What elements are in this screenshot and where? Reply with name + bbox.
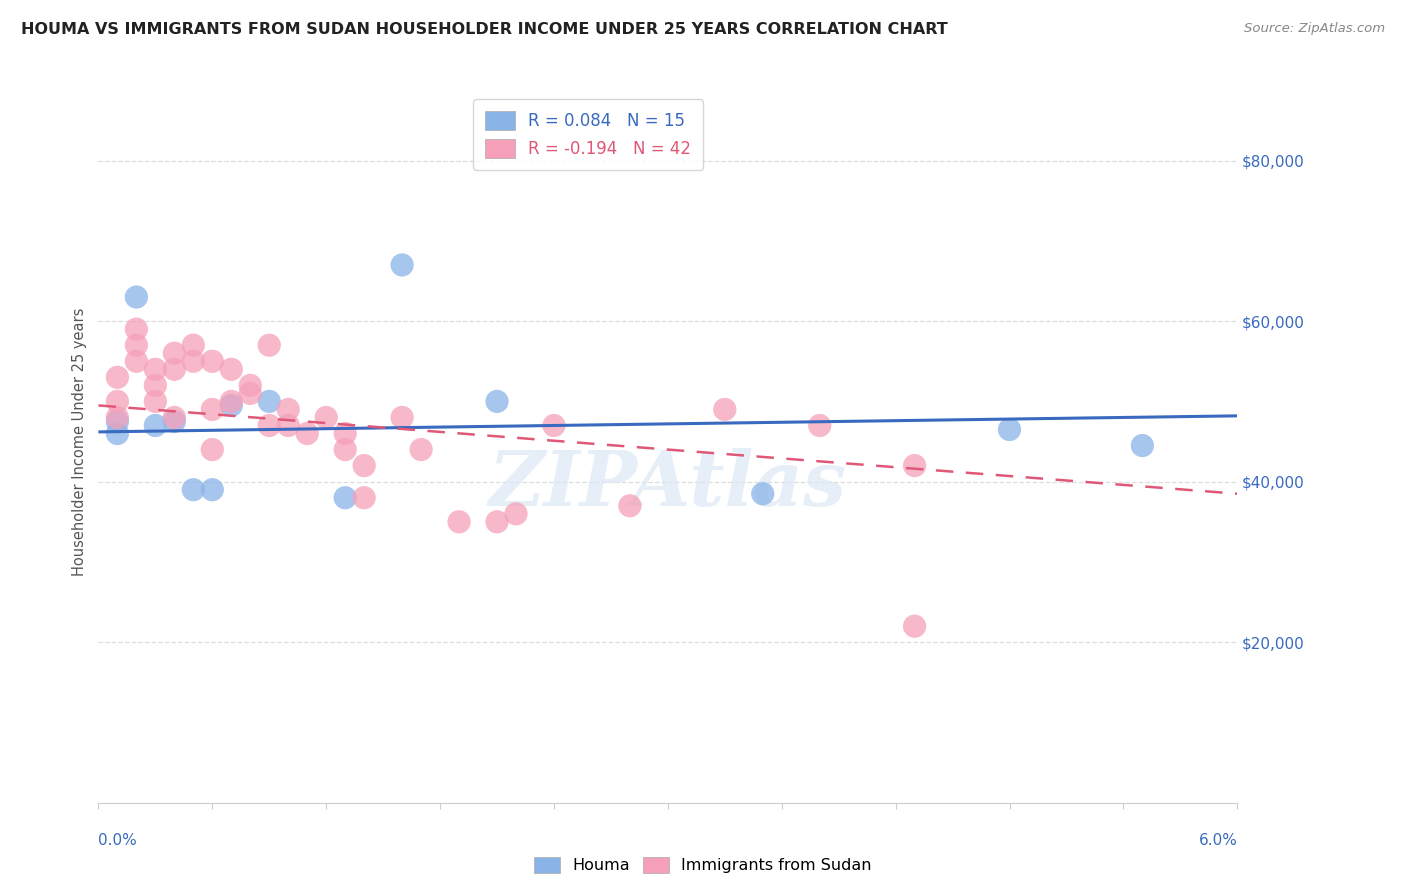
Point — [315, 410, 337, 425]
Point — [619, 499, 641, 513]
Point — [411, 442, 433, 457]
Point — [145, 394, 167, 409]
Point — [125, 338, 148, 352]
Point — [1132, 438, 1154, 452]
Text: 0.0%: 0.0% — [98, 833, 138, 848]
Point — [183, 483, 205, 497]
Text: HOUMA VS IMMIGRANTS FROM SUDAN HOUSEHOLDER INCOME UNDER 25 YEARS CORRELATION CHA: HOUMA VS IMMIGRANTS FROM SUDAN HOUSEHOLD… — [21, 22, 948, 37]
Point — [107, 370, 129, 384]
Point — [145, 378, 167, 392]
Point — [277, 402, 299, 417]
Point — [259, 418, 281, 433]
Point — [335, 442, 357, 457]
Legend: R = 0.084   N = 15, R = -0.194   N = 42: R = 0.084 N = 15, R = -0.194 N = 42 — [474, 99, 703, 169]
Point — [714, 402, 737, 417]
Point — [904, 619, 927, 633]
Point — [145, 418, 167, 433]
Point — [297, 426, 319, 441]
Point — [391, 258, 413, 272]
Point — [201, 402, 224, 417]
Point — [998, 422, 1021, 436]
Point — [259, 338, 281, 352]
Point — [353, 458, 375, 473]
Point — [107, 414, 129, 428]
Point — [163, 414, 186, 428]
Point — [391, 410, 413, 425]
Point — [904, 458, 927, 473]
Point — [239, 378, 262, 392]
Point — [221, 394, 243, 409]
Point — [125, 290, 148, 304]
Point — [163, 362, 186, 376]
Point — [125, 354, 148, 368]
Point — [259, 394, 281, 409]
Point — [486, 515, 509, 529]
Point — [277, 418, 299, 433]
Text: 6.0%: 6.0% — [1198, 833, 1237, 848]
Point — [107, 410, 129, 425]
Text: Source: ZipAtlas.com: Source: ZipAtlas.com — [1244, 22, 1385, 36]
Point — [505, 507, 527, 521]
Point — [183, 338, 205, 352]
Point — [239, 386, 262, 401]
Text: ZIPAtlas: ZIPAtlas — [489, 448, 846, 522]
Point — [808, 418, 831, 433]
Point — [449, 515, 471, 529]
Point — [183, 354, 205, 368]
Point — [145, 362, 167, 376]
Point — [125, 322, 148, 336]
Y-axis label: Householder Income Under 25 years: Householder Income Under 25 years — [72, 308, 87, 575]
Point — [107, 426, 129, 441]
Point — [163, 346, 186, 360]
Point — [107, 394, 129, 409]
Legend: Houma, Immigrants from Sudan: Houma, Immigrants from Sudan — [527, 850, 879, 880]
Point — [201, 483, 224, 497]
Point — [335, 491, 357, 505]
Point — [353, 491, 375, 505]
Point — [201, 354, 224, 368]
Point — [221, 362, 243, 376]
Point — [752, 486, 775, 500]
Point — [201, 442, 224, 457]
Point — [221, 398, 243, 412]
Point — [163, 410, 186, 425]
Point — [486, 394, 509, 409]
Point — [335, 426, 357, 441]
Point — [543, 418, 565, 433]
